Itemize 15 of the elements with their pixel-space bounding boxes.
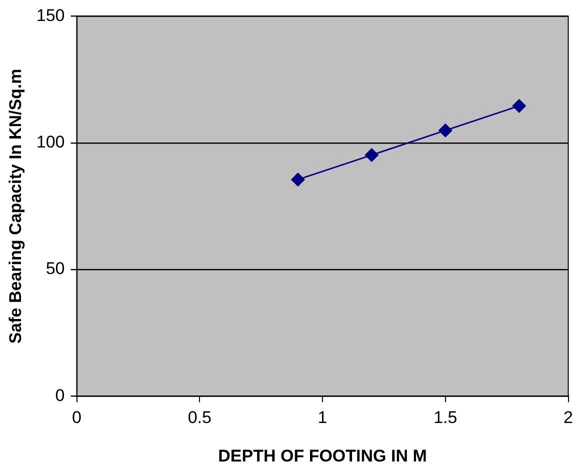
point (512, 99, 526, 113)
point (438, 124, 452, 138)
x-tick-label: 0 (72, 408, 82, 428)
x-tick-label: 1.5 (434, 408, 458, 428)
y-tick-label: 0 (55, 386, 65, 405)
x-axis-title: DEPTH OF FOOTING IN M (218, 446, 427, 466)
y-tick-label: 150 (36, 6, 65, 25)
x-tick-label: 0.5 (188, 408, 212, 428)
x-tick-label: 2 (564, 408, 574, 428)
y-tick-label: 50 (46, 259, 65, 278)
x-tick-label: 1 (318, 408, 328, 428)
y-tick-label: 100 (36, 132, 65, 152)
point (291, 172, 305, 186)
y-axis-title: Safe Bearing Capacity In KN/Sq.m (6, 68, 25, 344)
point (364, 148, 378, 162)
